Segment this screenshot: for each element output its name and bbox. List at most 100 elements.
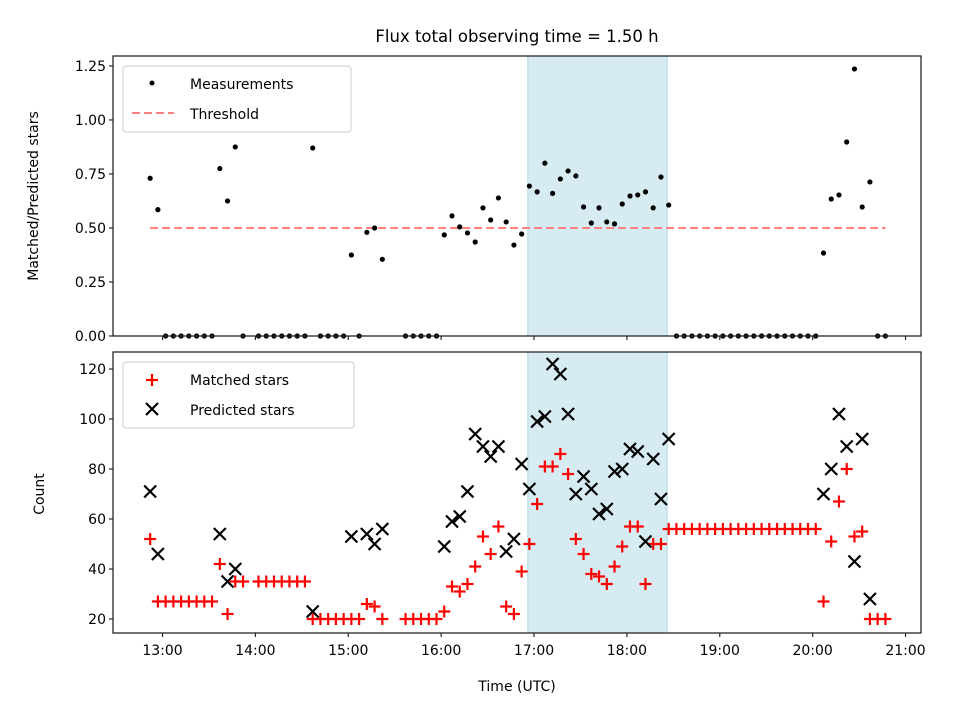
matched-star-point: [144, 533, 157, 545]
predicted-star-point: [476, 439, 490, 454]
predicted-star-point: [824, 462, 839, 476]
matched-star-point: [600, 578, 613, 590]
predicted-star-point: [607, 464, 622, 479]
measurement-point: [464, 230, 471, 236]
counts-axes-frame: [112, 351, 922, 634]
matched-star-point: [461, 578, 474, 590]
x-tick-label: 20:00: [792, 643, 832, 659]
measurement-point: [364, 229, 370, 235]
y-tick-label: 0.75: [75, 167, 106, 183]
predicted-star-point: [615, 462, 630, 476]
measurement-point: [851, 66, 858, 72]
measurement-point: [580, 204, 587, 210]
measurement-point: [820, 250, 827, 256]
matched-star-point: [453, 585, 466, 598]
measurement-point: [371, 225, 378, 231]
predicted-star-point: [514, 457, 529, 471]
legend-measurements-marker: [149, 80, 155, 86]
matched-star-point: [817, 595, 830, 608]
matched-star-point: [523, 538, 536, 550]
measurement-point: [472, 239, 478, 245]
predicted-star-point: [213, 527, 227, 541]
predicted-star-point: [522, 482, 537, 496]
y-tick-label: 40: [88, 562, 106, 578]
measurement-point: [534, 189, 540, 195]
measurement-point: [604, 219, 610, 225]
y-tick-label: 60: [88, 512, 106, 528]
matched-star-point: [562, 468, 575, 480]
legend-measurements-label: Measurements: [190, 77, 293, 93]
ratio-legend-box: [122, 65, 352, 133]
predicted-star-point: [599, 502, 614, 516]
y-tick-label: 20: [88, 612, 106, 628]
matched-star-point: [585, 568, 598, 580]
matched-star-point: [616, 540, 629, 553]
predicted-star-point: [228, 562, 243, 576]
x-tick-label: 13:00: [142, 643, 182, 659]
measurement-point: [828, 196, 834, 202]
matched-star-point: [554, 448, 567, 460]
measurement-point: [635, 192, 641, 198]
measurement-point: [503, 219, 509, 225]
measurement-point: [565, 168, 571, 174]
measurement-point: [627, 193, 633, 199]
counts-legend-box: [122, 361, 355, 429]
y-tick-label: 0.25: [75, 275, 106, 291]
matched-star-point: [213, 558, 226, 570]
matched-star-point: [469, 560, 482, 573]
predicted-star-point: [507, 532, 521, 546]
x-tick-label: 17:00: [514, 643, 554, 659]
measurement-point: [573, 173, 579, 179]
measurement-point: [859, 204, 865, 210]
predicted-star-point: [151, 547, 165, 561]
predicted-star-point: [839, 439, 854, 454]
predicted-star-point: [468, 427, 482, 441]
predicted-star-point: [638, 534, 653, 549]
counts-legend: Matched stars Predicted stars: [122, 361, 355, 429]
measurement-point: [147, 175, 153, 181]
x-tick-label: 15:00: [328, 643, 368, 659]
predicted-star-point: [375, 522, 390, 536]
predicted-star-point: [452, 509, 467, 524]
legend-matched-label: Matched stars: [190, 373, 289, 389]
measurement-point: [650, 205, 656, 211]
measurement-point: [867, 179, 873, 185]
measurement-point: [526, 183, 532, 189]
measurement-point: [642, 189, 649, 195]
predicted-star-point: [661, 432, 676, 446]
measurement-point: [379, 256, 385, 262]
predicted-star-point: [143, 484, 157, 499]
measurement-point: [844, 139, 850, 145]
predicted-star-point: [646, 452, 660, 466]
predicted-star-point: [530, 414, 544, 429]
legend-matched-marker: [146, 374, 158, 386]
measurement-point: [666, 202, 672, 208]
matched-star-point: [206, 595, 219, 608]
y-tick-label: 1.00: [75, 113, 106, 129]
y-tick-label: 80: [88, 462, 106, 478]
matched-star-point: [546, 460, 559, 473]
y-tick-label: 0.00: [75, 329, 106, 345]
matched-star-point: [577, 548, 590, 560]
predicted-star-point: [367, 537, 382, 551]
y-tick-label: 0.50: [75, 221, 106, 237]
highlight-span: [527, 351, 668, 634]
x-tick-label: 18:00: [607, 643, 647, 659]
matched-star-point: [476, 530, 489, 543]
matched-star-point: [809, 523, 822, 535]
matched-star-point: [825, 535, 838, 548]
predicted-star-point: [816, 487, 831, 501]
predicted-star-point: [584, 482, 599, 496]
measurement-point: [619, 201, 625, 207]
matched-star-point: [368, 600, 381, 613]
measurement-point: [542, 160, 548, 166]
matched-star-point: [237, 575, 250, 588]
measurement-point: [310, 145, 316, 151]
predicted-star-point: [538, 409, 552, 424]
predicted-star-point: [499, 544, 513, 559]
predicted-star-point: [623, 442, 637, 456]
predicted-star-point: [445, 514, 459, 529]
y-tick-label: 120: [79, 362, 106, 378]
predicted-star-point: [592, 507, 606, 521]
